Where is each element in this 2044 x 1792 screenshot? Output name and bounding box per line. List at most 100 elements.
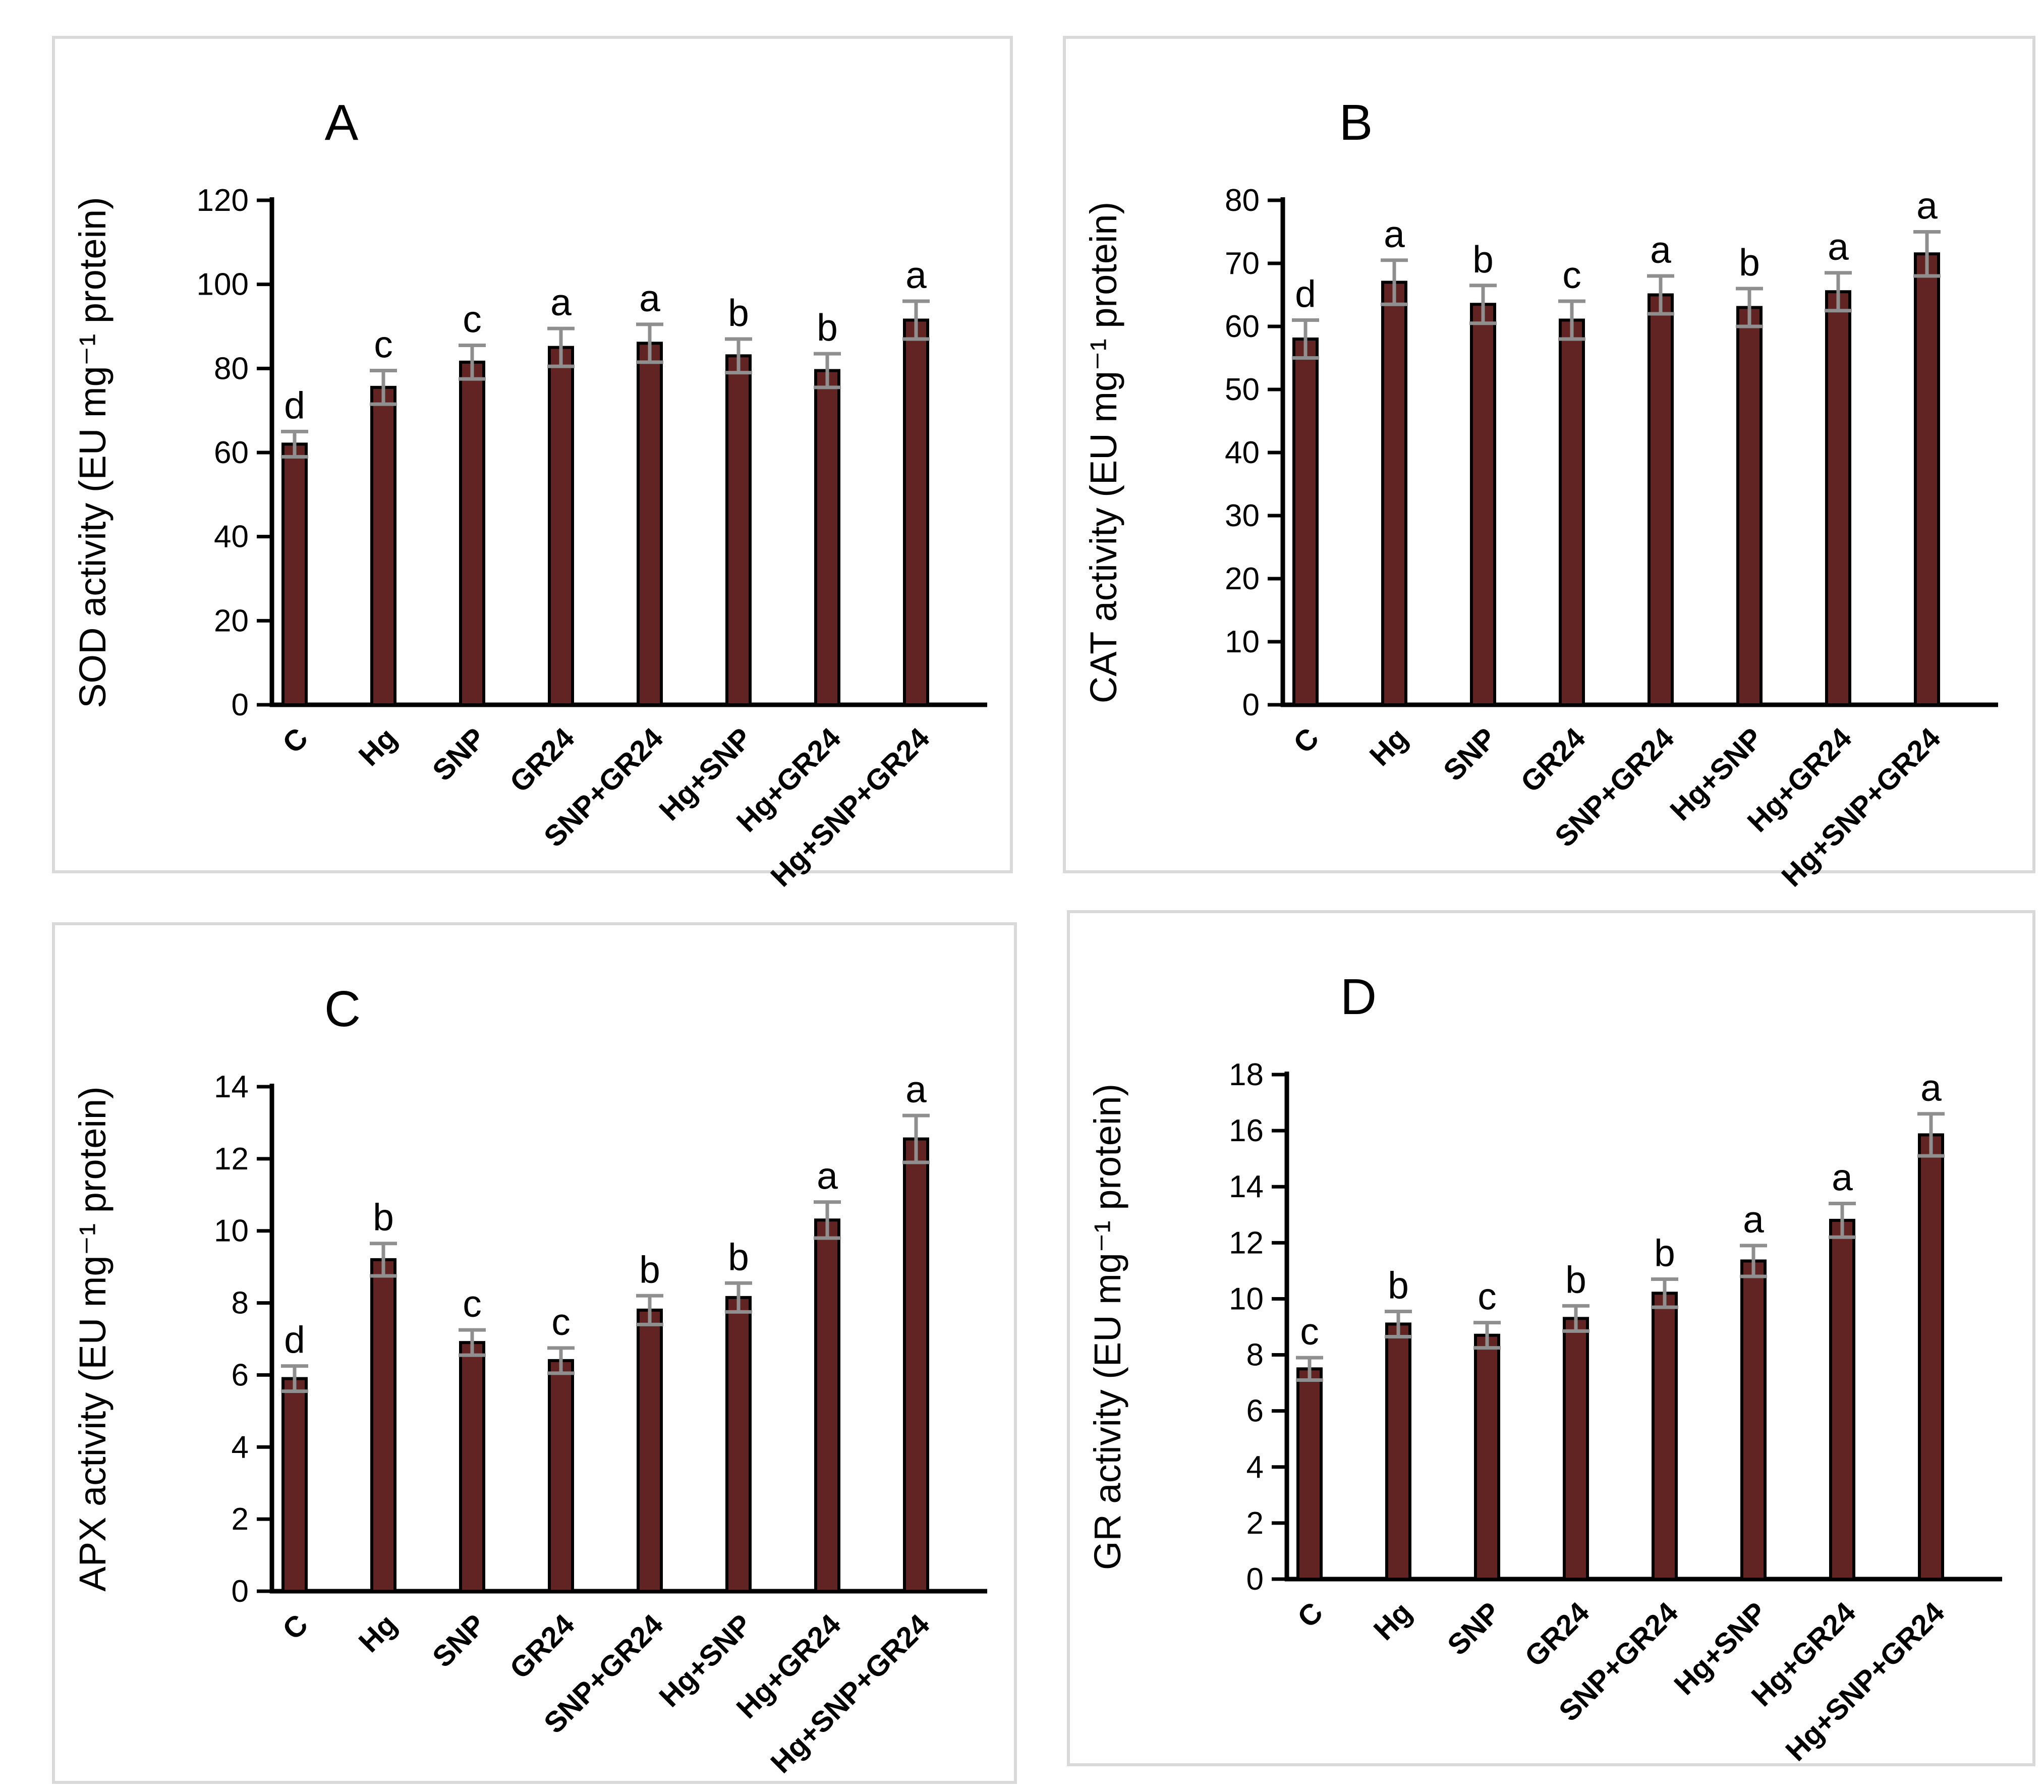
y-tick-label: 10: [1229, 1281, 1264, 1316]
bar: [370, 385, 396, 706]
significance-letter: a: [550, 281, 572, 323]
bar: [1652, 1292, 1678, 1581]
y-tick-label: 4: [232, 1430, 249, 1465]
significance-letter: a: [1743, 1198, 1764, 1241]
y-tick-label: 8: [1246, 1338, 1264, 1373]
x-tick-label: SNP: [1437, 721, 1503, 787]
gr-bar-chart: D GR activity (EU mg⁻¹ protein) 0 2 4 6 8 10 12 1…: [1087, 969, 2002, 1767]
significance-letter: a: [1384, 213, 1405, 255]
sod-bar-chart: A SOD activity (EU mg⁻¹ protein) 0 20 40 60 80…: [72, 94, 987, 893]
bar: [459, 1341, 485, 1593]
apx-bar-chart: C APX activity (EU mg⁻¹ protein) 0 2 4 6 8 10 12…: [72, 981, 987, 1779]
y-tick-label: 2: [1246, 1506, 1264, 1541]
bar: [1470, 303, 1496, 706]
x-tick-label: C: [1287, 721, 1326, 760]
significance-letter: a: [817, 1155, 838, 1197]
x-tick-label: Hg+SNP+GR24: [1779, 1596, 1951, 1767]
panel-b-cat-chart: B CAT activity (EU mg⁻¹ protein) 0 10 20 30 40…: [1063, 36, 2035, 893]
y-tick-label: 120: [197, 183, 249, 218]
y-tick-label: 12: [1229, 1225, 1264, 1260]
panel-label: B: [1339, 94, 1373, 151]
x-tick-label: GR24: [1518, 1596, 1596, 1673]
x-tick-label: Hg+SNP+GR24: [1775, 721, 1947, 893]
bar: [548, 346, 574, 706]
x-tick-label: GR24: [503, 721, 581, 799]
significance-letter: b: [639, 1248, 660, 1291]
significance-letter: a: [1650, 229, 1671, 271]
x-tick-label: C: [276, 721, 315, 760]
significance-letter: d: [284, 1319, 305, 1361]
y-tick-label: 50: [1225, 372, 1260, 407]
bar: [1292, 338, 1319, 706]
cat-bar-chart: B CAT activity (EU mg⁻¹ protein) 0 10 20 30 40…: [1083, 94, 1998, 893]
bar: [814, 1218, 840, 1593]
y-axis-title: SOD activity (EU mg⁻¹ protein): [72, 197, 113, 708]
x-tick-label: C: [276, 1608, 315, 1646]
significance-letter: d: [1295, 273, 1316, 315]
significance-letter: c: [1478, 1275, 1497, 1318]
significance-letter: a: [639, 277, 660, 319]
significance-letter: b: [728, 292, 749, 334]
y-tick-label: 2: [232, 1502, 249, 1537]
x-tick-label: C: [1291, 1596, 1330, 1634]
y-tick-label: 14: [214, 1070, 249, 1104]
y-tick-label: 18: [1229, 1057, 1264, 1092]
y-tick-label: 0: [1246, 1562, 1264, 1597]
significance-letter: b: [1472, 238, 1494, 281]
bar: [1914, 252, 1940, 706]
y-tick-label: 10: [214, 1214, 249, 1249]
significance-letter: a: [1832, 1156, 1853, 1199]
significance-letter: a: [1920, 1067, 1942, 1109]
y-tick-label: 80: [1225, 183, 1260, 218]
significance-letter: a: [1916, 185, 1938, 227]
bar: [637, 342, 663, 706]
significance-letter: b: [1565, 1258, 1586, 1301]
bar: [459, 360, 485, 706]
bar: [370, 1258, 396, 1593]
bar: [1736, 306, 1763, 706]
significance-letter: c: [374, 323, 393, 366]
significance-letter: c: [463, 1282, 482, 1325]
x-tick-label: Hg: [353, 721, 404, 772]
y-tick-label: 20: [214, 603, 249, 638]
significance-letter: c: [1562, 254, 1581, 296]
y-tick-label: 6: [1246, 1394, 1264, 1429]
bar: [1559, 318, 1585, 706]
y-tick-label: 8: [232, 1286, 249, 1321]
significance-letter: b: [728, 1236, 749, 1278]
x-tick-label: Hg+SNP+GR24: [764, 1608, 936, 1779]
y-tick-label: 40: [1225, 435, 1260, 470]
significance-letter: c: [1300, 1310, 1319, 1353]
bar: [1740, 1259, 1767, 1581]
x-tick-label: SNP: [426, 1608, 492, 1673]
x-tick-label: SNP: [1441, 1596, 1507, 1661]
bar: [1825, 290, 1851, 706]
x-tick-label: GR24: [1514, 721, 1592, 799]
y-tick-label: 100: [197, 267, 249, 302]
bar: [903, 1137, 929, 1593]
significance-letter: c: [551, 1301, 571, 1343]
y-tick-label: 60: [214, 435, 249, 470]
y-tick-label: 20: [1225, 562, 1260, 596]
significance-letter: b: [1739, 241, 1760, 284]
panel-label: A: [325, 94, 359, 151]
significance-letter: a: [1828, 226, 1849, 268]
bar: [903, 318, 929, 706]
bar: [1918, 1133, 1944, 1581]
y-tick-label: 16: [1229, 1113, 1264, 1148]
bar: [1296, 1367, 1323, 1581]
y-tick-label: 14: [1229, 1169, 1264, 1204]
bar: [548, 1359, 574, 1593]
y-axis-title: GR activity (EU mg⁻¹ protein): [1087, 1084, 1128, 1570]
y-tick-label: 6: [232, 1358, 249, 1392]
panel-label: C: [324, 981, 361, 1037]
bar: [1385, 1322, 1411, 1581]
significance-letter: b: [817, 306, 838, 349]
x-tick-label: GR24: [503, 1608, 581, 1685]
bar: [814, 369, 840, 706]
panel-c-apx-chart: C APX activity (EU mg⁻¹ protein) 0 2 4 6 8 10 12…: [52, 922, 1017, 1784]
x-tick-label: SNP: [426, 721, 492, 787]
significance-letter: b: [373, 1196, 394, 1239]
significance-letter: b: [1388, 1264, 1409, 1306]
